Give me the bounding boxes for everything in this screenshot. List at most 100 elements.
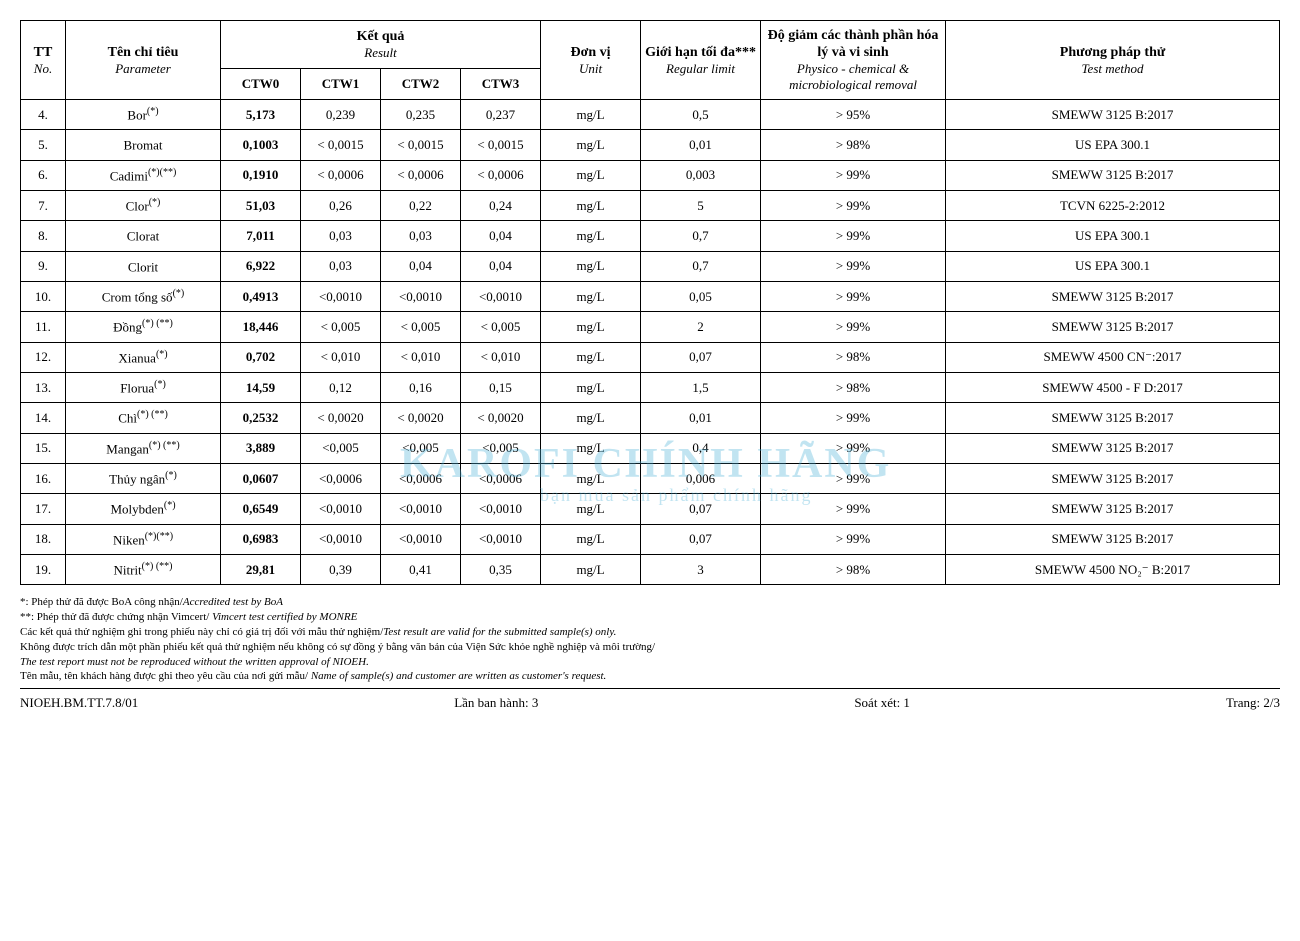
cell-no: 7. xyxy=(21,190,66,220)
col-method-vi: Phương pháp thử xyxy=(1060,45,1166,60)
cell-removal: > 99% xyxy=(761,281,946,311)
cell-method: SMEWW 3125 B:2017 xyxy=(946,463,1280,493)
col-tt-vi: TT xyxy=(34,45,53,60)
cell-method: SMEWW 3125 B:2017 xyxy=(946,494,1280,524)
cell-ctw1: 0,39 xyxy=(301,554,381,584)
cell-removal: > 99% xyxy=(761,190,946,220)
cell-ctw3: 0,04 xyxy=(461,251,541,281)
cell-param: Đồng(*) (**) xyxy=(66,312,221,342)
cell-removal: > 98% xyxy=(761,372,946,402)
cell-limit: 0,7 xyxy=(641,221,761,251)
cell-ctw2: < 0,010 xyxy=(381,342,461,372)
cell-method: TCVN 6225-2:2012 xyxy=(946,190,1280,220)
table-row: 4.Bor(*)5,1730,2390,2350,237mg/L0,5> 95%… xyxy=(21,100,1280,130)
cell-ctw3: 0,24 xyxy=(461,190,541,220)
cell-param: Thủy ngân(*) xyxy=(66,463,221,493)
cell-removal: > 98% xyxy=(761,342,946,372)
cell-removal: > 98% xyxy=(761,130,946,160)
cell-ctw0: 5,173 xyxy=(221,100,301,130)
cell-no: 9. xyxy=(21,251,66,281)
footer-left: NIOEH.BM.TT.7.8/01 xyxy=(20,695,138,711)
cell-unit: mg/L xyxy=(541,312,641,342)
cell-ctw3: <0,0006 xyxy=(461,463,541,493)
cell-no: 16. xyxy=(21,463,66,493)
cell-no: 11. xyxy=(21,312,66,342)
cell-method: SMEWW 3125 B:2017 xyxy=(946,524,1280,554)
cell-ctw0: 29,81 xyxy=(221,554,301,584)
results-table: TT No. Tên chỉ tiêu Parameter Kết quả Re… xyxy=(20,20,1280,585)
cell-no: 18. xyxy=(21,524,66,554)
cell-ctw2: 0,16 xyxy=(381,372,461,402)
cell-removal: > 99% xyxy=(761,403,946,433)
cell-ctw1: 0,12 xyxy=(301,372,381,402)
col-removal-vi: Độ giảm các thành phần hóa lý và vi sinh xyxy=(768,28,939,60)
cell-limit: 0,5 xyxy=(641,100,761,130)
cell-removal: > 98% xyxy=(761,554,946,584)
table-row: 7.Clor(*)51,030,260,220,24mg/L5> 99%TCVN… xyxy=(21,190,1280,220)
fn2b: Vimcert test certified by MONRE xyxy=(212,611,357,623)
cell-unit: mg/L xyxy=(541,433,641,463)
cell-param: Clor(*) xyxy=(66,190,221,220)
cell-limit: 0,003 xyxy=(641,160,761,190)
table-row: 10.Crom tổng số(*)0,4913<0,0010<0,0010<0… xyxy=(21,281,1280,311)
cell-unit: mg/L xyxy=(541,372,641,402)
cell-removal: > 99% xyxy=(761,524,946,554)
table-row: 15.Mangan(*) (**)3,889<0,005<0,005<0,005… xyxy=(21,433,1280,463)
cell-ctw2: 0,22 xyxy=(381,190,461,220)
cell-ctw0: 0,1910 xyxy=(221,160,301,190)
table-row: 17.Molybden(*)0,6549<0,0010<0,0010<0,001… xyxy=(21,494,1280,524)
cell-ctw1: < 0,0006 xyxy=(301,160,381,190)
fn2a: **: Phép thử đã được chứng nhận Vimcert/ xyxy=(20,611,212,623)
col-unit-vi: Đơn vị xyxy=(571,45,611,60)
cell-ctw2: <0,0010 xyxy=(381,494,461,524)
cell-method: US EPA 300.1 xyxy=(946,221,1280,251)
cell-ctw3: < 0,0015 xyxy=(461,130,541,160)
cell-method: SMEWW 3125 B:2017 xyxy=(946,281,1280,311)
cell-removal: > 99% xyxy=(761,433,946,463)
col-limit-en: Regular limit xyxy=(666,61,735,76)
cell-limit: 3 xyxy=(641,554,761,584)
cell-ctw1: <0,0010 xyxy=(301,524,381,554)
page: KAROFI CHÍNH HÃNG bạn mua sản phẩm chính… xyxy=(20,20,1280,711)
cell-no: 5. xyxy=(21,130,66,160)
cell-ctw1: 0,239 xyxy=(301,100,381,130)
footer-mid1: Lần ban hành: 3 xyxy=(454,695,538,711)
col-ctw0: CTW0 xyxy=(221,69,301,100)
cell-unit: mg/L xyxy=(541,403,641,433)
cell-param: Niken(*)(**) xyxy=(66,524,221,554)
cell-ctw3: < 0,0006 xyxy=(461,160,541,190)
cell-no: 6. xyxy=(21,160,66,190)
cell-unit: mg/L xyxy=(541,281,641,311)
col-ctw3: CTW3 xyxy=(461,69,541,100)
cell-unit: mg/L xyxy=(541,554,641,584)
col-unit-en: Unit xyxy=(579,61,602,76)
cell-ctw3: 0,35 xyxy=(461,554,541,584)
table-row: 5.Bromat0,1003< 0,0015< 0,0015< 0,0015mg… xyxy=(21,130,1280,160)
cell-method: SMEWW 4500 - F D:2017 xyxy=(946,372,1280,402)
cell-removal: > 99% xyxy=(761,251,946,281)
cell-param: Molybden(*) xyxy=(66,494,221,524)
cell-method: SMEWW 3125 B:2017 xyxy=(946,160,1280,190)
cell-ctw2: < 0,005 xyxy=(381,312,461,342)
cell-ctw3: < 0,0020 xyxy=(461,403,541,433)
cell-unit: mg/L xyxy=(541,524,641,554)
cell-no: 14. xyxy=(21,403,66,433)
cell-method: SMEWW 3125 B:2017 xyxy=(946,403,1280,433)
cell-unit: mg/L xyxy=(541,251,641,281)
cell-ctw2: < 0,0015 xyxy=(381,130,461,160)
cell-ctw0: 51,03 xyxy=(221,190,301,220)
cell-ctw3: <0,0010 xyxy=(461,494,541,524)
col-ctw1: CTW1 xyxy=(301,69,381,100)
cell-method: SMEWW 3125 B:2017 xyxy=(946,312,1280,342)
table-row: 13.Florua(*)14,590,120,160,15mg/L1,5> 98… xyxy=(21,372,1280,402)
cell-ctw1: 0,03 xyxy=(301,221,381,251)
cell-limit: 0,05 xyxy=(641,281,761,311)
cell-no: 10. xyxy=(21,281,66,311)
table-header: TT No. Tên chỉ tiêu Parameter Kết quả Re… xyxy=(21,21,1280,100)
cell-ctw1: 0,26 xyxy=(301,190,381,220)
cell-removal: > 99% xyxy=(761,463,946,493)
fn6a: Tên mẫu, tên khách hàng được ghi theo yê… xyxy=(20,670,311,682)
fn6b: Name of sample(s) and customer are writt… xyxy=(311,670,606,682)
page-footer: NIOEH.BM.TT.7.8/01 Lần ban hành: 3 Soát … xyxy=(20,695,1280,711)
cell-param: Cadimi(*)(**) xyxy=(66,160,221,190)
